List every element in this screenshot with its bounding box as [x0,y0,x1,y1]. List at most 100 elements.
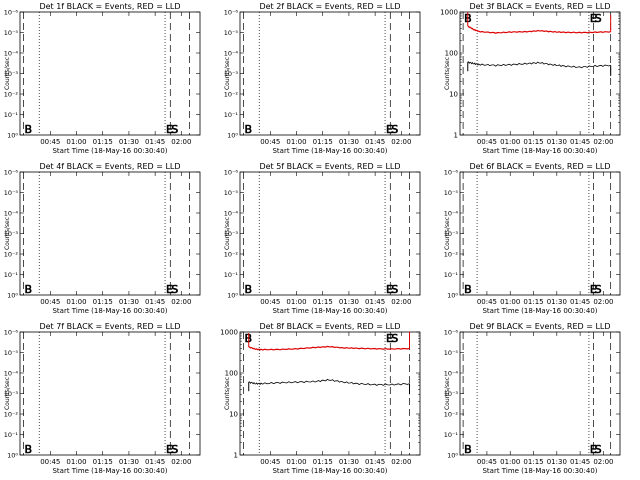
marker-S: S [391,283,398,296]
y-tick-label: 10⁻⁶ [4,9,19,17]
plot-frame [19,11,201,136]
y-tick-label: 10⁰ [7,132,18,140]
panel-5: Det 5f BLACK = Events, RED = LLD Counts/s… [224,162,421,315]
x-tick-label: 01:45 [145,138,165,146]
x-tick-label: 01:00 [500,458,520,466]
y-tick-label: 10⁻³ [4,230,19,238]
x-tick-label: 01:15 [523,138,543,146]
x-tick-label: 01:15 [313,458,333,466]
marker-S: S [171,123,178,136]
y-tick-label: 1000 [440,9,458,17]
y-tick-label: 10⁻⁶ [444,329,459,337]
marker-B: B [244,283,252,296]
plot-frame [19,171,201,296]
panel-title: Det 4f BLACK = Events, RED = LLD [39,162,180,171]
x-tick-label: 00:45 [260,138,280,146]
marker-E: E [590,12,597,25]
y-tick-label: 10⁻⁵ [444,189,459,197]
x-axis-label: Start Time (18-May-16 00:30:40) [482,147,597,155]
x-tick-label: 01:30 [119,458,139,466]
x-tick-label: 01:30 [119,298,139,306]
x-tick-label: 01:45 [365,458,385,466]
marker-E: E [590,443,597,456]
y-tick-label: 10⁻¹ [224,111,239,119]
y-tick-label: 10⁻² [4,411,19,419]
y-tick-label: 10⁰ [447,452,458,460]
marker-S: S [595,443,602,456]
y-tick-label: 10⁻⁶ [224,169,239,177]
x-axis-label: Start Time (18-May-16 00:30:40) [52,147,167,155]
marker-E: E [386,123,393,136]
marker-S: S [391,332,398,345]
x-tick-label: 01:00 [286,138,306,146]
y-axis-label: Counts/sec [224,57,231,90]
x-tick-label: 00:45 [477,458,497,466]
x-tick-label: 01:15 [93,458,113,466]
y-tick-label: 10⁻³ [4,70,19,78]
events-series-line [248,378,410,386]
marker-B: B [24,443,32,456]
y-tick-label: 10⁻² [224,251,239,259]
x-tick-label: 02:00 [171,138,191,146]
y-tick-label: 10⁰ [447,292,458,300]
marker-B: B [24,283,32,296]
x-tick-label: 01:45 [570,458,590,466]
y-tick-label: 10⁰ [227,132,238,140]
x-tick-label: 01:00 [286,298,306,306]
panel-8: Det 8f BLACK = Events, RED = LLD Counts/s… [220,322,421,475]
y-tick-label: 10⁻¹ [444,271,459,279]
x-tick-label: 00:45 [477,298,497,306]
y-tick-label: 1 [454,132,458,140]
x-tick-label: 02:00 [593,138,613,146]
marker-S: S [171,443,178,456]
y-tick-label: 10⁻⁴ [444,370,459,378]
plot-frame [239,171,421,296]
panel-1: Det 1f BLACK = Events, RED = LLD Counts/s… [4,2,201,155]
x-tick-label: 00:45 [40,458,60,466]
x-tick-label: 01:30 [119,138,139,146]
panel-6: Det 6f BLACK = Events, RED = LLD Counts/s… [444,162,621,315]
x-tick-label: 01:45 [365,138,385,146]
x-tick-label: 01:45 [365,298,385,306]
marker-S: S [391,123,398,136]
marker-E: E [590,283,597,296]
y-tick-label: 10⁻¹ [4,271,19,279]
x-tick-label: 01:30 [339,458,359,466]
y-tick-label: 10⁻⁴ [224,50,239,58]
y-tick-label: 10⁻⁵ [4,29,19,37]
y-tick-label: 10⁻⁶ [224,9,239,17]
y-tick-label: 10⁻¹ [224,271,239,279]
y-axis-label: Counts/sec [4,57,11,90]
x-tick-label: 01:45 [145,458,165,466]
x-tick-label: 02:00 [593,458,613,466]
marker-B: B [244,123,252,136]
y-tick-label: 10⁻² [444,251,459,259]
y-tick-label: 10⁻⁵ [224,189,239,197]
x-tick-label: 01:00 [286,458,306,466]
y-tick-label: 10⁻² [224,91,239,99]
y-tick-label: 10⁻⁴ [4,210,19,218]
y-tick-label: 10⁻³ [444,390,459,398]
lld-series-line [467,25,611,34]
marker-B: B [24,123,32,136]
x-tick-label: 01:30 [339,138,359,146]
plot-frame [459,11,621,136]
marker-S: S [171,283,178,296]
panel-title: Det 7f BLACK = Events, RED = LLD [39,322,180,331]
y-tick-label: 10⁻⁵ [4,189,19,197]
marker-E: E [386,283,393,296]
x-axis-label: Start Time (18-May-16 00:30:40) [482,467,597,475]
x-tick-label: 02:00 [593,298,613,306]
marker-E: E [386,332,393,345]
y-tick-label: 10⁰ [7,292,18,300]
events-series-line [467,61,611,69]
y-tick-label: 10⁻⁴ [4,50,19,58]
x-tick-label: 01:00 [500,138,520,146]
panel-title: Det 6f BLACK = Events, RED = LLD [469,162,610,171]
x-tick-label: 01:30 [547,298,567,306]
panel-title: Det 8f BLACK = Events, RED = LLD [259,322,400,331]
x-tick-label: 02:00 [391,298,411,306]
panel-9: Det 9f BLACK = Events, RED = LLD Counts/s… [444,322,621,475]
y-tick-label: 10⁻⁶ [4,169,19,177]
x-axis-label: Start Time (18-May-16 00:30:40) [52,307,167,315]
